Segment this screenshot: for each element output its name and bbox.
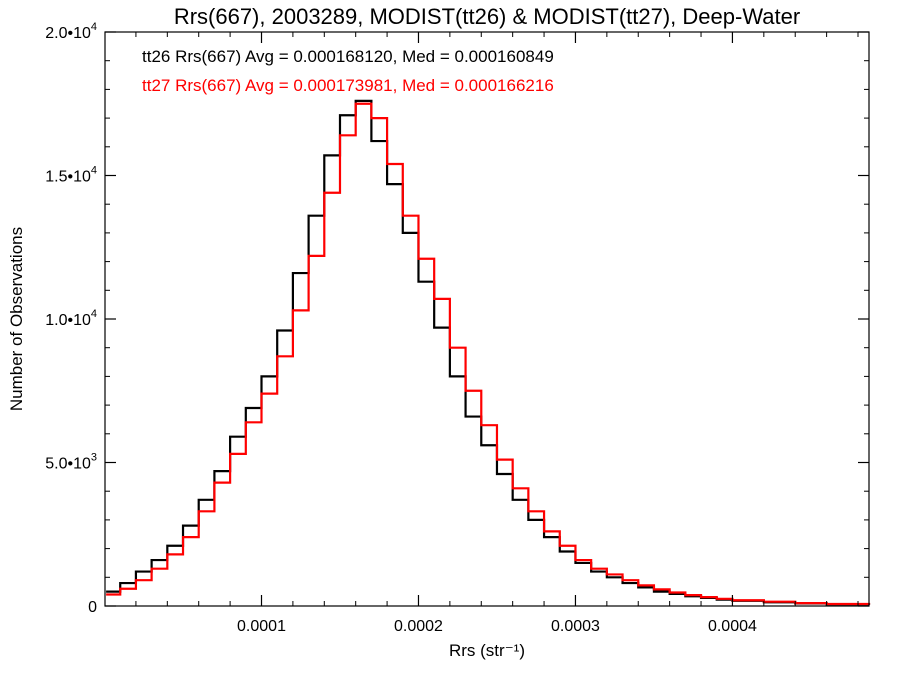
y-tick-label: 1.5•104 — [45, 165, 97, 186]
y-tick-label-exponent: 3 — [91, 452, 97, 464]
x-axis: 0.0001 0.0002 0.0003 0.0004 — [135, 32, 859, 635]
chart-title: Rrs(667), 2003289, MODIST(tt26) & MODIST… — [174, 4, 800, 29]
stats-annotation-1: tt27 Rrs(667) Avg = 0.000173981, Med = 0… — [142, 76, 554, 95]
x-tick-label: 0.0003 — [551, 618, 600, 635]
y-tick-label-exponent: 4 — [91, 21, 97, 33]
y-tick-label-exponent: 4 — [91, 308, 97, 320]
stats-annotation-0: tt26 Rrs(667) Avg = 0.000168120, Med = 0… — [142, 47, 554, 66]
y-tick-label-base: 5.0•10 — [45, 456, 91, 473]
y-axis-label: Number of Observations — [7, 227, 26, 411]
x-tick-label: 0.0002 — [394, 618, 443, 635]
y-tick-label: 2.0•104 — [45, 21, 97, 42]
annotations: tt26 Rrs(667) Avg = 0.000168120, Med = 0… — [142, 47, 554, 95]
series-line-1 — [106, 102, 871, 606]
y-tick-label-base: 0 — [88, 599, 97, 616]
y-tick-label-exponent: 4 — [91, 165, 97, 177]
y-tick-label: 1.0•104 — [45, 308, 97, 329]
y-tick-label-base: 1.0•10 — [45, 312, 91, 329]
x-tick-label: 0.0004 — [708, 618, 757, 635]
y-tick-label: 0 — [88, 599, 97, 616]
x-axis-label: Rrs (str⁻¹) — [449, 641, 525, 660]
x-tick-label: 0.0001 — [237, 618, 286, 635]
series-layer — [106, 99, 871, 606]
y-tick-label-base: 2.0•10 — [45, 25, 91, 42]
y-tick-label: 5.0•103 — [45, 452, 97, 473]
y-tick-label-base: 1.5•10 — [45, 169, 91, 186]
